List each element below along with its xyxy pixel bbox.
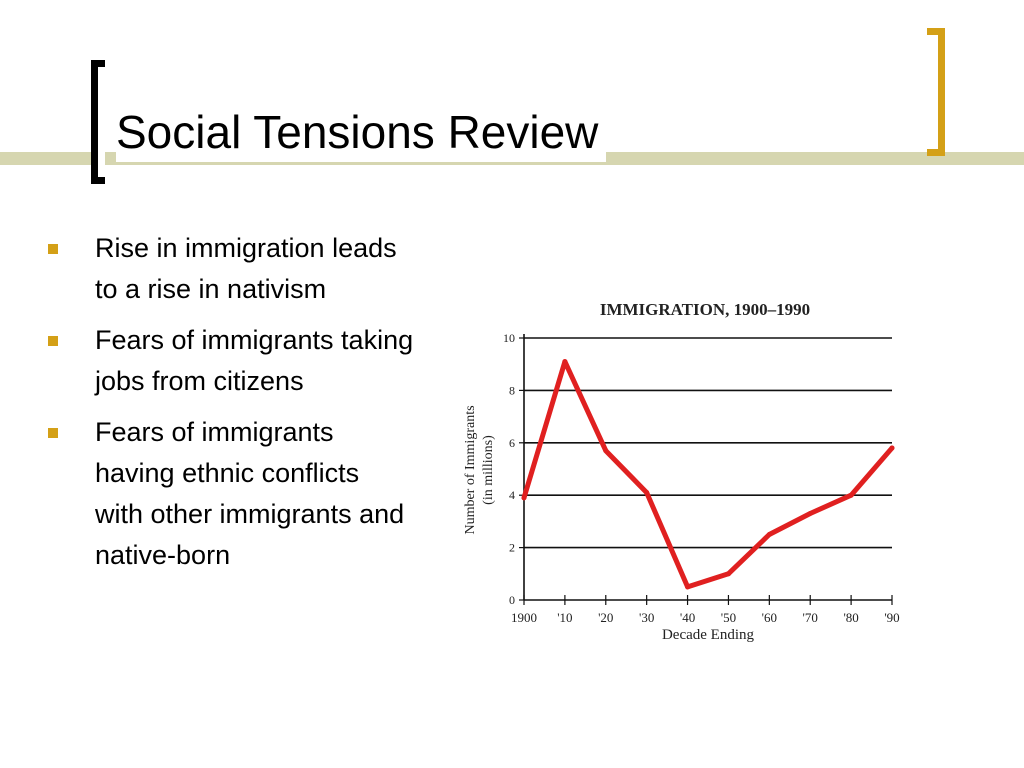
immigration-line-chart: IMMIGRATION, 1900–1990 0 2 4 6 8 10 1900 '10 '2… <box>463 300 900 643</box>
square-bullet-icon <box>48 244 58 254</box>
data-point <box>603 448 609 454</box>
y-axis-label-line2: (in millions) <box>481 435 496 505</box>
chart-axes <box>523 334 892 601</box>
data-point <box>644 490 650 496</box>
x-tick-label: '80 <box>843 610 858 625</box>
x-tick-label: '70 <box>803 610 818 625</box>
x-axis-label: Decade Ending <box>662 627 755 643</box>
data-point <box>725 571 731 577</box>
bullet-item: Fears of immigrants taking jobs from cit… <box>44 320 414 402</box>
data-point <box>521 495 527 501</box>
data-point <box>807 511 813 517</box>
x-tick-label: '30 <box>639 610 654 625</box>
chart-title: IMMIGRATION, 1900–1990 <box>600 300 810 319</box>
bullet-list: Rise in immigration leads to a rise in n… <box>44 228 414 586</box>
y-tick-label: 2 <box>509 541 515 555</box>
bullet-text: Fears of immigrants having ethnic confli… <box>95 417 405 570</box>
chart-grid <box>524 337 892 549</box>
y-tick-label: 10 <box>503 331 515 345</box>
x-tick-label: 1900 <box>511 610 537 625</box>
data-point <box>848 492 854 498</box>
bullet-item: Rise in immigration leads to a rise in n… <box>44 228 414 310</box>
x-tick-label: '50 <box>721 610 736 625</box>
immigration-series-line <box>521 359 895 590</box>
y-axis-label-line1: Number of Immigrants <box>463 405 478 534</box>
data-point <box>889 445 895 451</box>
right-bracket-decoration <box>927 28 945 156</box>
y-tick-label: 0 <box>509 593 515 607</box>
y-axis-ticks: 0 2 4 6 8 10 <box>503 331 524 607</box>
bullet-text: Fears of immigrants taking jobs from cit… <box>95 325 414 396</box>
x-tick-label: '40 <box>680 610 695 625</box>
y-tick-label: 6 <box>509 436 515 450</box>
slide-title: Social Tensions Review <box>116 102 607 162</box>
chart-series <box>521 359 895 590</box>
x-tick-label: '20 <box>598 610 613 625</box>
x-tick-label: '90 <box>884 610 899 625</box>
bullet-text: Rise in immigration leads to a rise in n… <box>95 233 397 304</box>
y-tick-label: 8 <box>509 383 515 397</box>
data-point <box>766 532 772 537</box>
y-tick-label: 4 <box>509 488 515 502</box>
x-axis-ticks: 1900 '10 '20 '30 '40 '50 '60 '70 '80 '90 <box>511 595 900 625</box>
left-bracket-decoration <box>91 60 105 184</box>
x-tick-label: '60 <box>762 610 777 625</box>
x-tick-label: '10 <box>557 610 572 625</box>
data-point <box>685 584 691 590</box>
square-bullet-icon <box>48 336 58 346</box>
data-point <box>562 359 568 365</box>
square-bullet-icon <box>48 428 58 438</box>
bullet-item: Fears of immigrants having ethnic confli… <box>44 412 414 576</box>
